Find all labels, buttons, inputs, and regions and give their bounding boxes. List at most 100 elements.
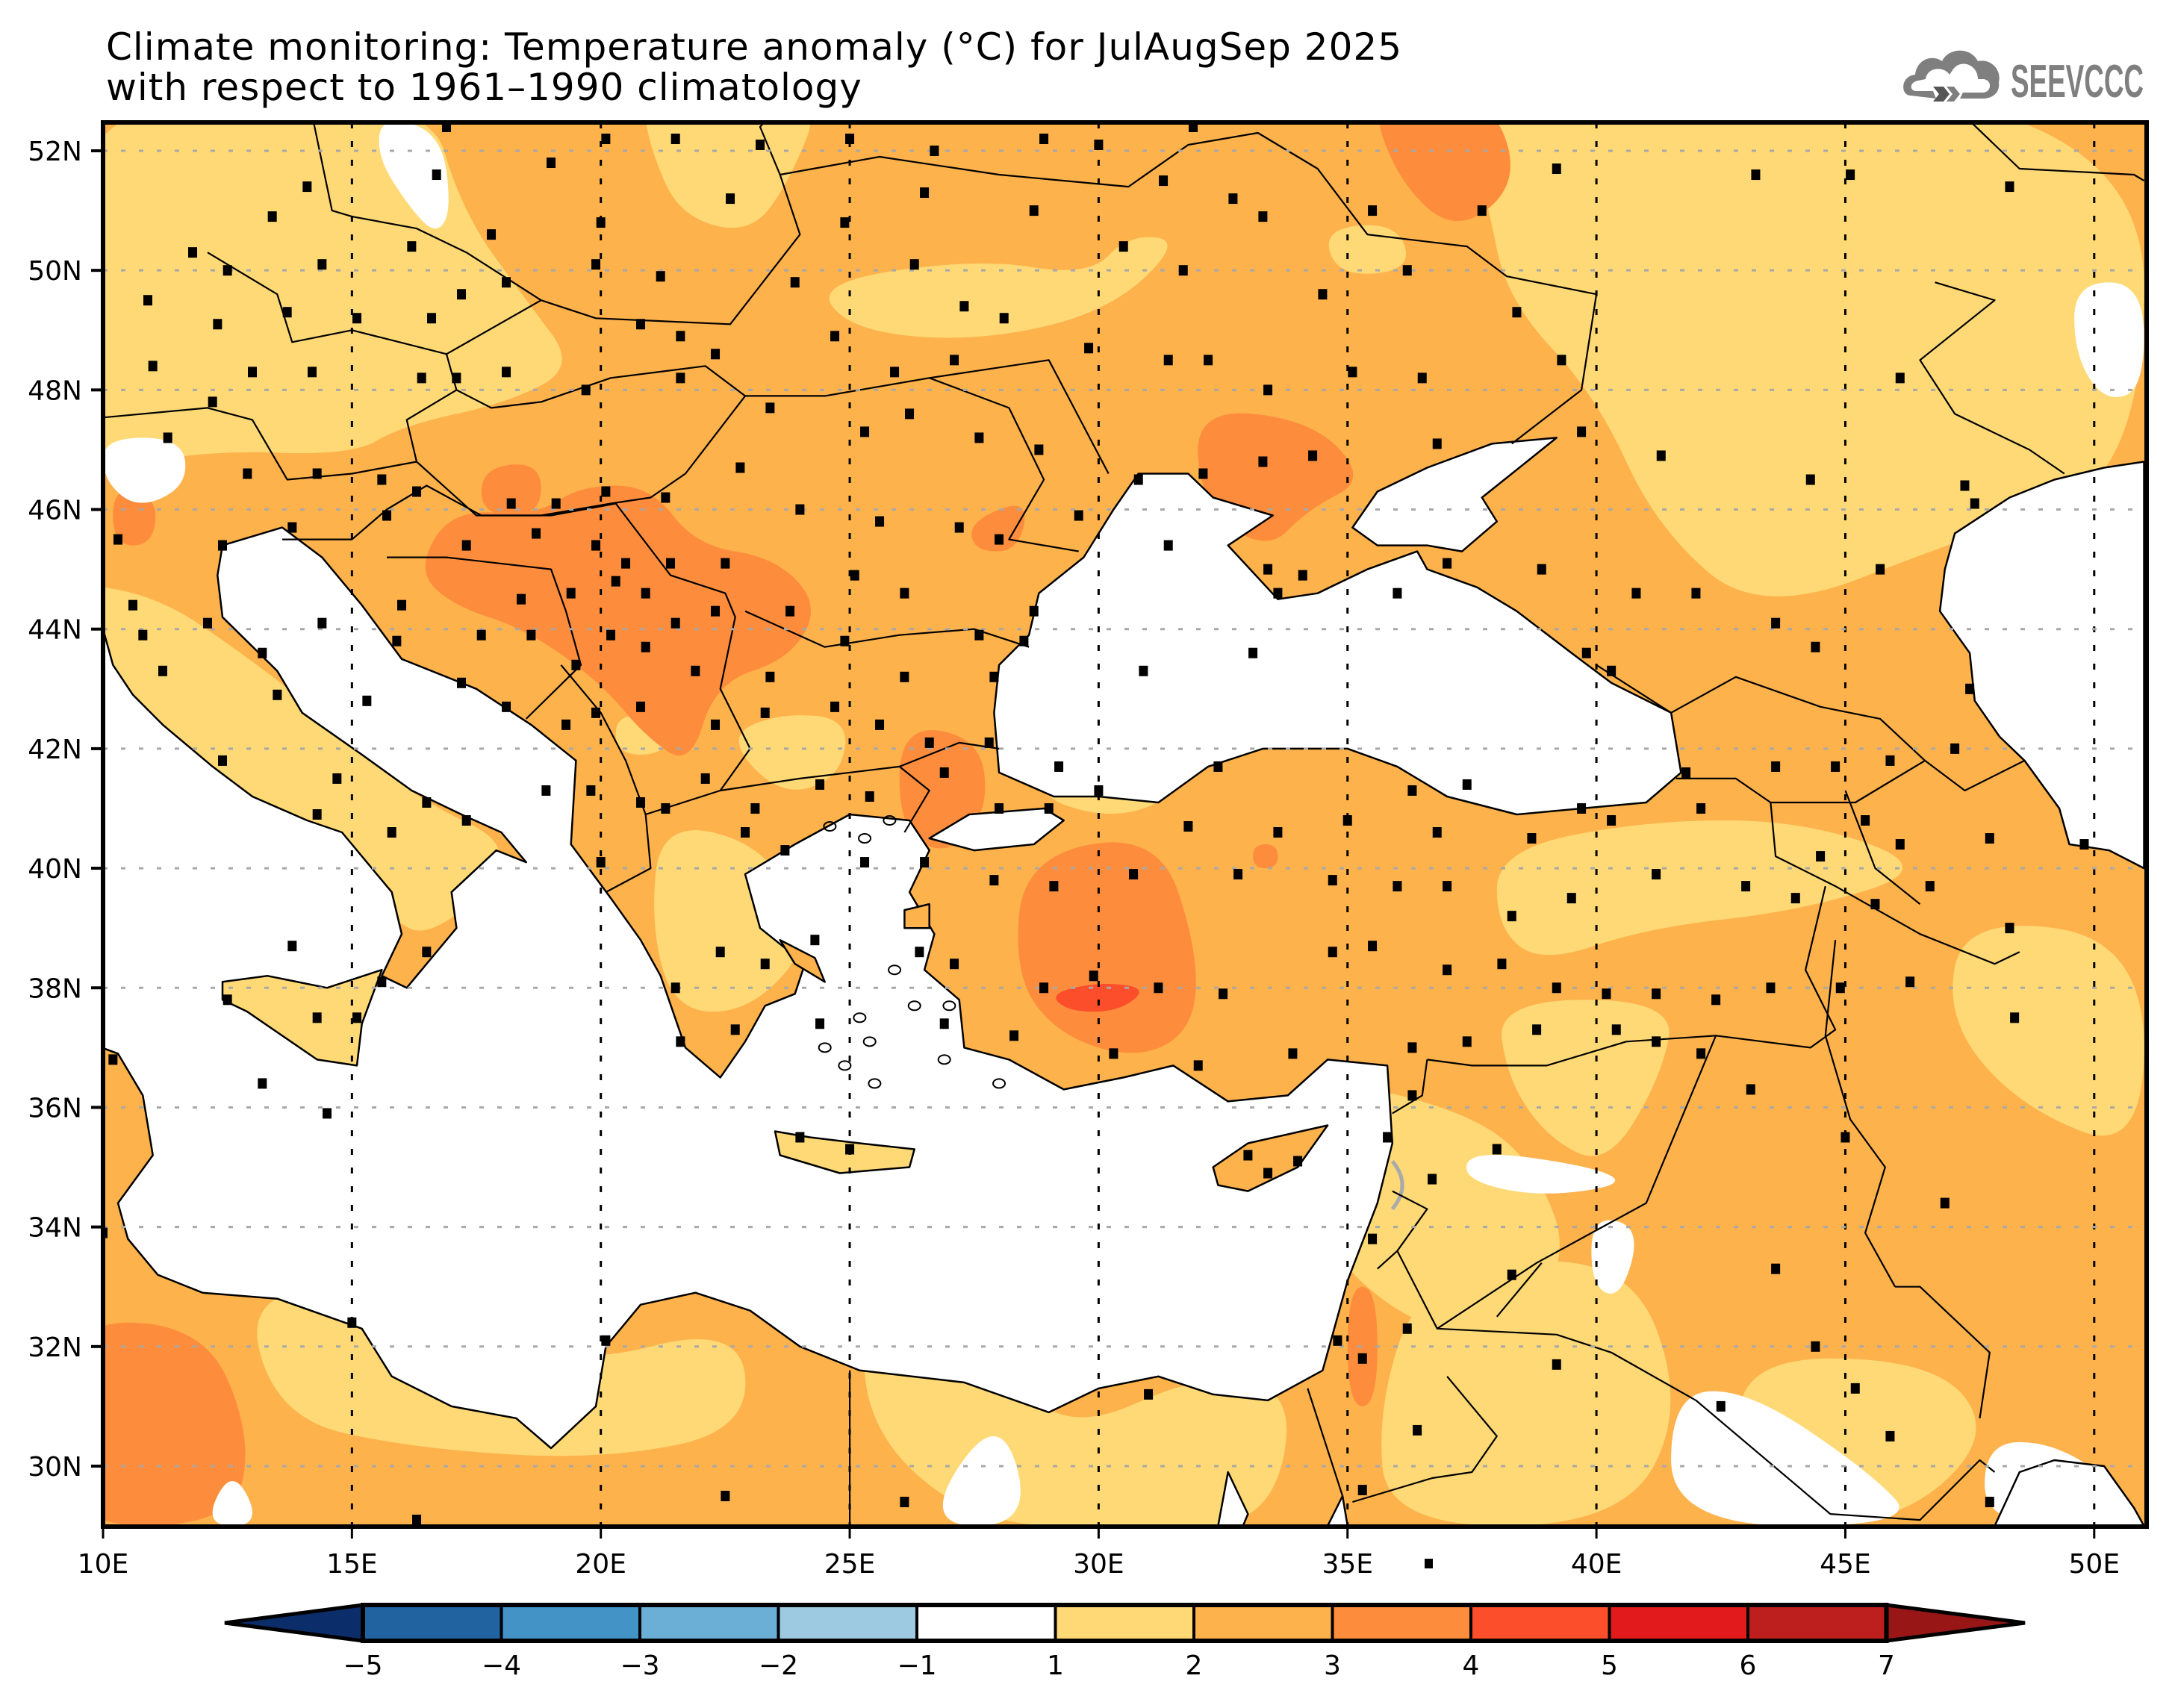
station-marker bbox=[1163, 355, 1173, 366]
station-marker bbox=[1263, 564, 1273, 575]
station-marker bbox=[1178, 265, 1188, 276]
x-tick-label: 15E bbox=[326, 1549, 378, 1580]
station-marker bbox=[1054, 761, 1064, 772]
station-marker bbox=[427, 313, 437, 324]
country-border bbox=[1970, 122, 2145, 181]
station-marker bbox=[1333, 1335, 1342, 1346]
station-marker bbox=[1159, 175, 1169, 187]
station-marker bbox=[547, 158, 556, 169]
station-marker bbox=[1611, 1024, 1621, 1035]
station-marker bbox=[1681, 767, 1691, 778]
station-marker bbox=[1163, 540, 1173, 551]
station-marker bbox=[930, 146, 939, 156]
colorbar-box bbox=[1608, 1603, 1749, 1642]
y-tick-label: 30N bbox=[28, 1452, 82, 1483]
station-marker bbox=[636, 319, 646, 330]
station-marker bbox=[1383, 1132, 1393, 1143]
sea-mediterranean bbox=[103, 526, 1394, 1450]
x-tick-label: 40E bbox=[1571, 1549, 1622, 1580]
fill-1-2-ukraine-west bbox=[829, 237, 1168, 338]
colorbar-tick-label: −2 bbox=[759, 1651, 798, 1681]
station-marker bbox=[452, 373, 461, 384]
colorbar-tick-label: −5 bbox=[343, 1651, 382, 1681]
station-marker bbox=[476, 629, 486, 640]
station-marker bbox=[1577, 426, 1587, 437]
station-marker bbox=[1771, 1263, 1781, 1274]
station-marker bbox=[815, 779, 825, 790]
station-marker bbox=[1746, 1084, 1755, 1095]
plot-frame bbox=[101, 120, 2149, 1529]
station-marker bbox=[984, 737, 994, 748]
station-marker bbox=[1402, 1323, 1412, 1334]
station-marker bbox=[905, 408, 915, 420]
station-marker bbox=[1342, 815, 1352, 826]
island-aegean bbox=[838, 1060, 852, 1071]
station-marker bbox=[223, 265, 232, 276]
station-marker bbox=[1905, 976, 1915, 988]
station-marker bbox=[332, 773, 342, 784]
y-tick-label: 48N bbox=[28, 375, 82, 406]
station-marker bbox=[950, 355, 959, 366]
station-marker bbox=[1393, 881, 1402, 892]
station-marker bbox=[1507, 1269, 1516, 1280]
y-tick-label: 40N bbox=[28, 854, 82, 885]
station-marker bbox=[387, 827, 396, 838]
station-marker bbox=[442, 122, 452, 132]
station-marker bbox=[711, 719, 721, 730]
station-marker bbox=[840, 635, 850, 646]
fill-lt1-kazakhstan bbox=[2074, 282, 2144, 397]
country-border bbox=[1437, 1327, 1996, 1521]
station-marker bbox=[108, 1054, 118, 1065]
station-marker bbox=[735, 462, 745, 473]
station-marker bbox=[1790, 893, 1800, 904]
colorbar-tick-label: 6 bbox=[1740, 1651, 1757, 1681]
station-marker bbox=[1607, 665, 1617, 676]
station-marker bbox=[1532, 1024, 1542, 1035]
station-marker bbox=[939, 1018, 949, 1029]
station-marker bbox=[1985, 1497, 1994, 1508]
fill-3-4-tunisia bbox=[103, 1322, 246, 1527]
station-marker bbox=[1811, 1341, 1820, 1352]
station-marker bbox=[676, 1036, 685, 1047]
station-marker bbox=[1044, 802, 1054, 814]
fill-lt1-syria-desert bbox=[1591, 1220, 1634, 1294]
station-marker bbox=[1443, 964, 1452, 976]
station-marker bbox=[1443, 558, 1452, 569]
station-marker bbox=[810, 935, 820, 946]
station-marker bbox=[700, 773, 710, 784]
station-marker bbox=[323, 1108, 332, 1119]
fill-3-4-hungary-sw bbox=[481, 464, 541, 516]
station-marker bbox=[377, 474, 387, 485]
station-marker bbox=[1552, 1359, 1561, 1370]
fill-lt1-egypt-west bbox=[942, 1436, 1021, 1527]
station-marker bbox=[163, 432, 172, 443]
island-aegean bbox=[823, 821, 837, 832]
country-border bbox=[745, 377, 1079, 552]
y-axis: 52N 50N 48N 46N 44N 42N 40N 38N 36N 34N 32N 30N bbox=[28, 137, 103, 1483]
station-marker bbox=[1273, 587, 1283, 599]
station-marker bbox=[397, 599, 407, 611]
station-marker bbox=[1318, 289, 1328, 300]
station-marker bbox=[128, 599, 138, 611]
station-marker bbox=[1049, 881, 1059, 892]
station-marker bbox=[1691, 587, 1701, 599]
y-tick-label: 50N bbox=[28, 256, 82, 287]
fill-lt1-alps bbox=[103, 437, 186, 503]
station-marker bbox=[243, 468, 252, 479]
station-marker bbox=[1094, 785, 1104, 796]
station-marker bbox=[1428, 1533, 1437, 1543]
station-marker bbox=[1766, 982, 1776, 994]
station-marker bbox=[1193, 1060, 1203, 1071]
station-marker bbox=[1407, 1090, 1417, 1101]
station-marker bbox=[1960, 480, 1970, 491]
x-tick-label: 35E bbox=[1322, 1549, 1373, 1580]
cloud-arrow-icon bbox=[1903, 50, 2000, 102]
station-marker bbox=[830, 331, 840, 342]
station-marker bbox=[1512, 307, 1522, 318]
x-tick-label: 20E bbox=[575, 1549, 626, 1580]
station-marker bbox=[1243, 1150, 1253, 1161]
station-marker bbox=[939, 767, 949, 778]
station-marker bbox=[1425, 1559, 1433, 1568]
station-marker bbox=[517, 593, 526, 605]
station-marker bbox=[1696, 1048, 1706, 1059]
